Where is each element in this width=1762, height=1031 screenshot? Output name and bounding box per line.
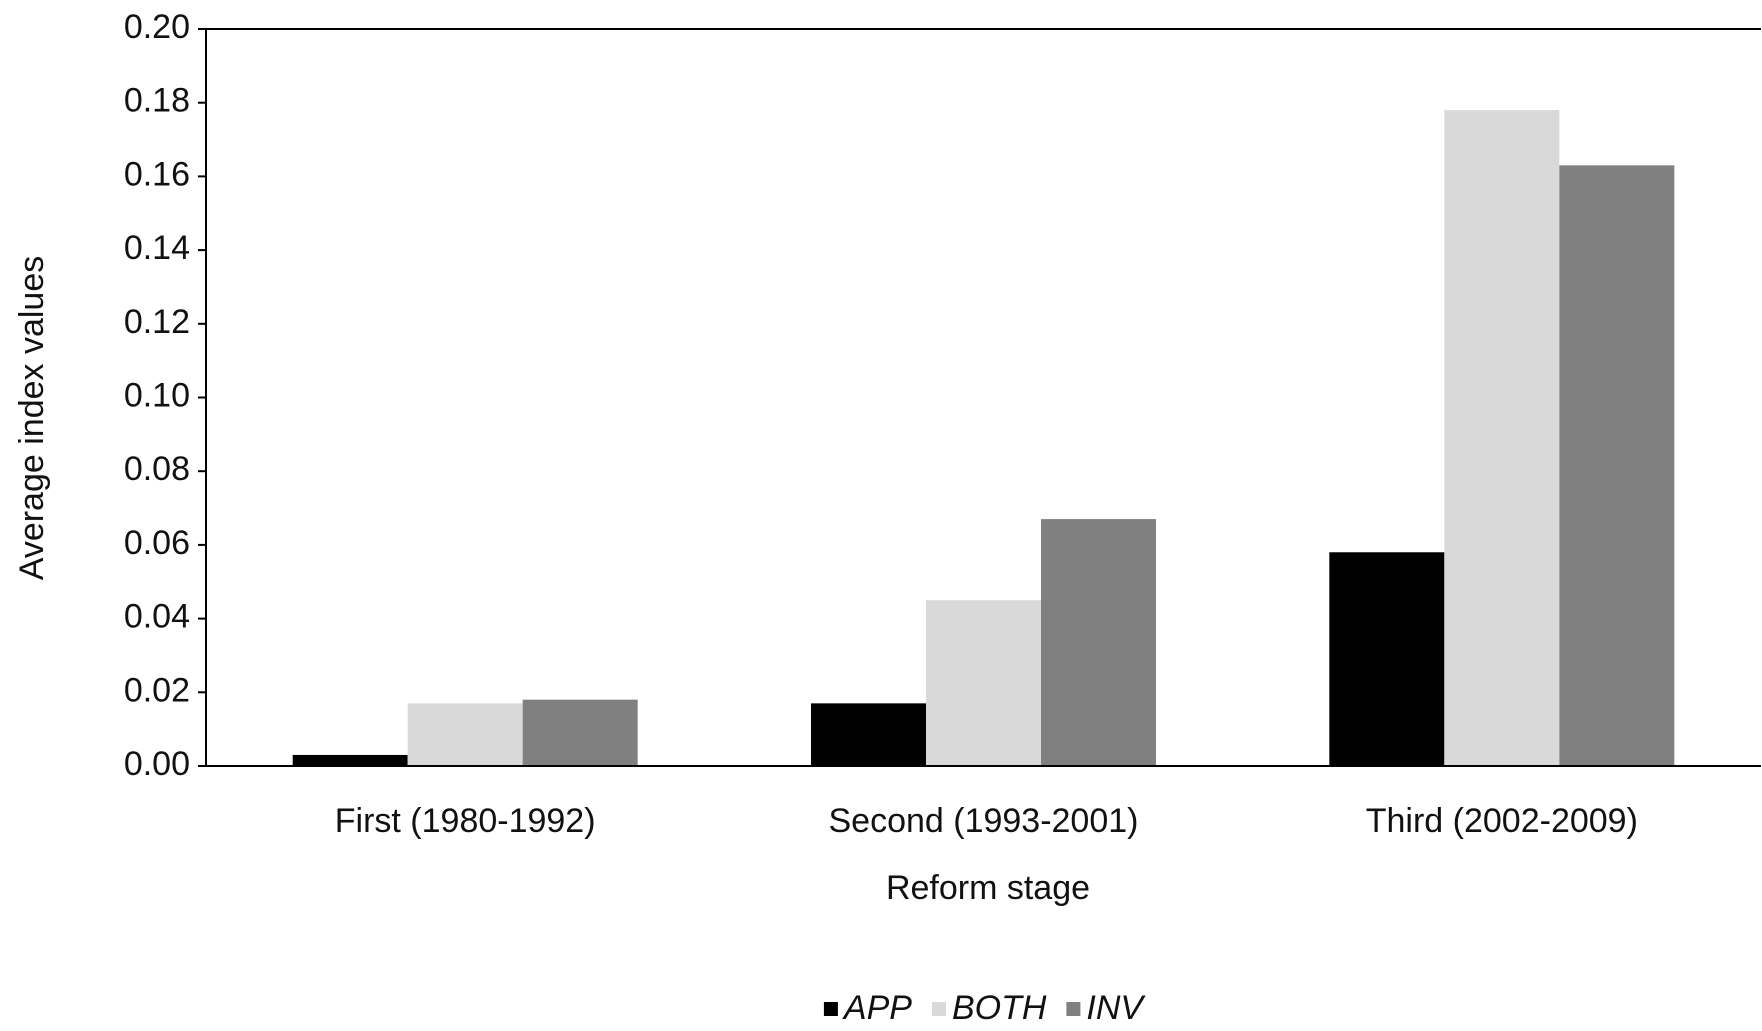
y-tick-label: 0.02 xyxy=(124,671,190,709)
bar xyxy=(292,754,408,766)
bar xyxy=(1041,519,1156,766)
legend-swatch xyxy=(1066,1002,1081,1016)
x-tick-label: First (1980-1992) xyxy=(335,802,596,840)
legend-label: INV xyxy=(1086,989,1146,1027)
x-tick-label: Second (1993-2001) xyxy=(828,802,1138,840)
bar xyxy=(926,600,1041,766)
legend-label: APP xyxy=(842,989,912,1027)
legend-swatch xyxy=(823,1002,838,1016)
bar xyxy=(522,699,638,766)
x-tick-label: Third (2002-2009) xyxy=(1366,802,1638,840)
bar xyxy=(407,703,523,766)
y-tick-label: 0.04 xyxy=(124,598,190,636)
y-tick-label: 0.20 xyxy=(124,8,190,46)
y-tick-label: 0.14 xyxy=(124,229,190,267)
y-tick-label: 0.00 xyxy=(124,745,190,783)
y-tick-label: 0.16 xyxy=(124,155,190,193)
bar xyxy=(1559,165,1675,767)
y-tick-label: 0.12 xyxy=(124,303,190,341)
y-tick-label: 0.18 xyxy=(124,82,190,120)
x-axis-title: Reform stage xyxy=(886,869,1090,907)
y-tick-label: 0.06 xyxy=(124,524,190,562)
y-tick-label: 0.10 xyxy=(124,376,190,414)
bar xyxy=(811,703,926,766)
bar xyxy=(1329,552,1445,766)
bar xyxy=(1444,110,1560,766)
y-axis-title: Average index values xyxy=(13,256,51,580)
y-tick-label: 0.08 xyxy=(124,450,190,488)
legend-swatch xyxy=(931,1002,946,1016)
legend-label: BOTH xyxy=(952,989,1047,1027)
